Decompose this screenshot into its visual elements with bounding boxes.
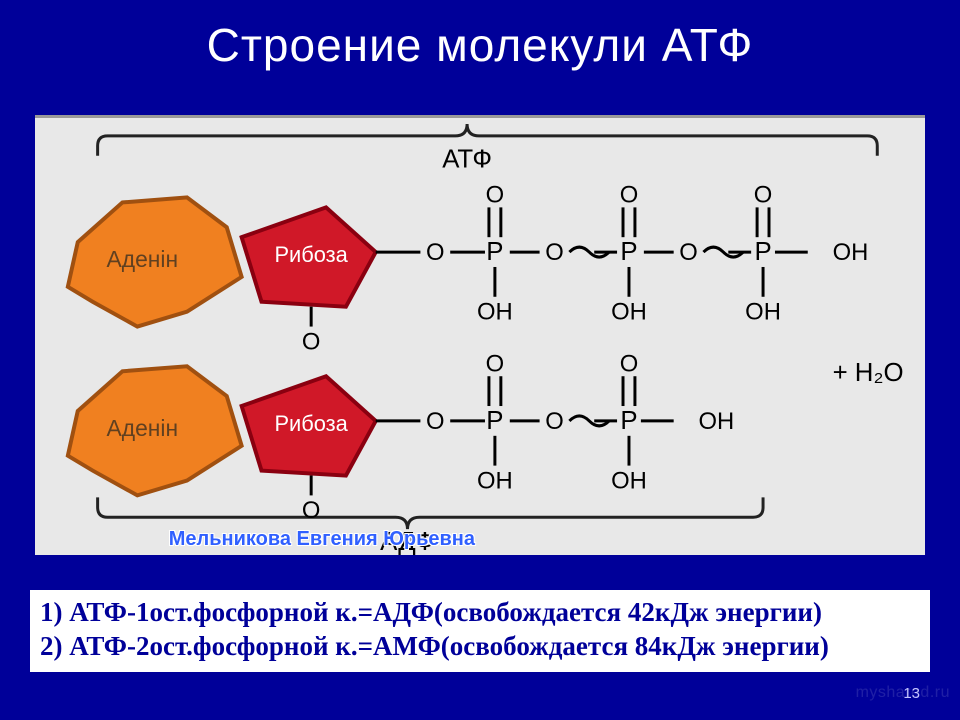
caption-line-1: 1) АТФ-1ост.фосфорной к.=АДФ(освобождает… — [40, 596, 920, 630]
svg-text:P: P — [620, 407, 637, 435]
svg-text:OH: OH — [833, 239, 869, 266]
site-watermark: myshared.ru — [856, 684, 950, 702]
page-title: Строение молекули АТФ — [0, 0, 960, 72]
svg-text:P: P — [486, 238, 503, 266]
svg-text:O: O — [754, 181, 773, 208]
svg-text:O: O — [679, 239, 698, 266]
svg-text:O: O — [545, 408, 564, 435]
adenine-label: Аденін — [107, 415, 179, 441]
ribose-label: Рибоза — [274, 411, 348, 436]
ribose-label: Рибоза — [274, 242, 348, 267]
phosphate-group: P O OH — [594, 181, 647, 325]
svg-text:O: O — [620, 350, 639, 377]
atp-diagram: АТФ АДФ Аденін Рибоза O O P O — [35, 115, 925, 555]
adenine-label: Аденін — [107, 246, 179, 272]
ribose-o: O — [302, 497, 321, 524]
svg-text:O: O — [486, 181, 505, 208]
svg-text:O: O — [620, 181, 639, 208]
svg-text:O: O — [426, 239, 445, 266]
diagram-svg: АТФ АДФ Аденін Рибоза O O P O — [35, 118, 925, 555]
h2o-label: + H₂O — [833, 359, 904, 387]
svg-text:OH: OH — [745, 299, 781, 326]
ribose-o: O — [302, 328, 321, 355]
phosphate-group: P O OH OH — [594, 350, 734, 494]
svg-text:P: P — [754, 238, 771, 266]
author-watermark: Мельникова Евгения Юрьевна — [169, 528, 475, 551]
svg-text:OH: OH — [477, 467, 513, 494]
phosphate-group: P O OH OH — [728, 181, 868, 325]
svg-text:OH: OH — [477, 299, 513, 326]
svg-text:O: O — [545, 239, 564, 266]
svg-text:P: P — [620, 238, 637, 266]
svg-text:P: P — [486, 407, 503, 435]
caption-line-2: 2) АТФ-2ост.фосфорной к.=АМФ(освобождает… — [40, 630, 920, 664]
molecule-row-adp: Аденін Рибоза O O P O OH O P — [68, 350, 904, 524]
svg-text:O: O — [486, 350, 505, 377]
caption-box: 1) АТФ-1ост.фосфорной к.=АДФ(освобождает… — [30, 590, 930, 672]
svg-text:OH: OH — [611, 467, 647, 494]
bracket-bottom — [98, 497, 763, 529]
svg-text:O: O — [426, 408, 445, 435]
svg-text:OH: OH — [699, 408, 735, 435]
svg-text:OH: OH — [611, 299, 647, 326]
bracket-top-label: АТФ — [442, 146, 492, 174]
molecule-row-atp: Аденін Рибоза O O P O OH O — [68, 181, 869, 355]
